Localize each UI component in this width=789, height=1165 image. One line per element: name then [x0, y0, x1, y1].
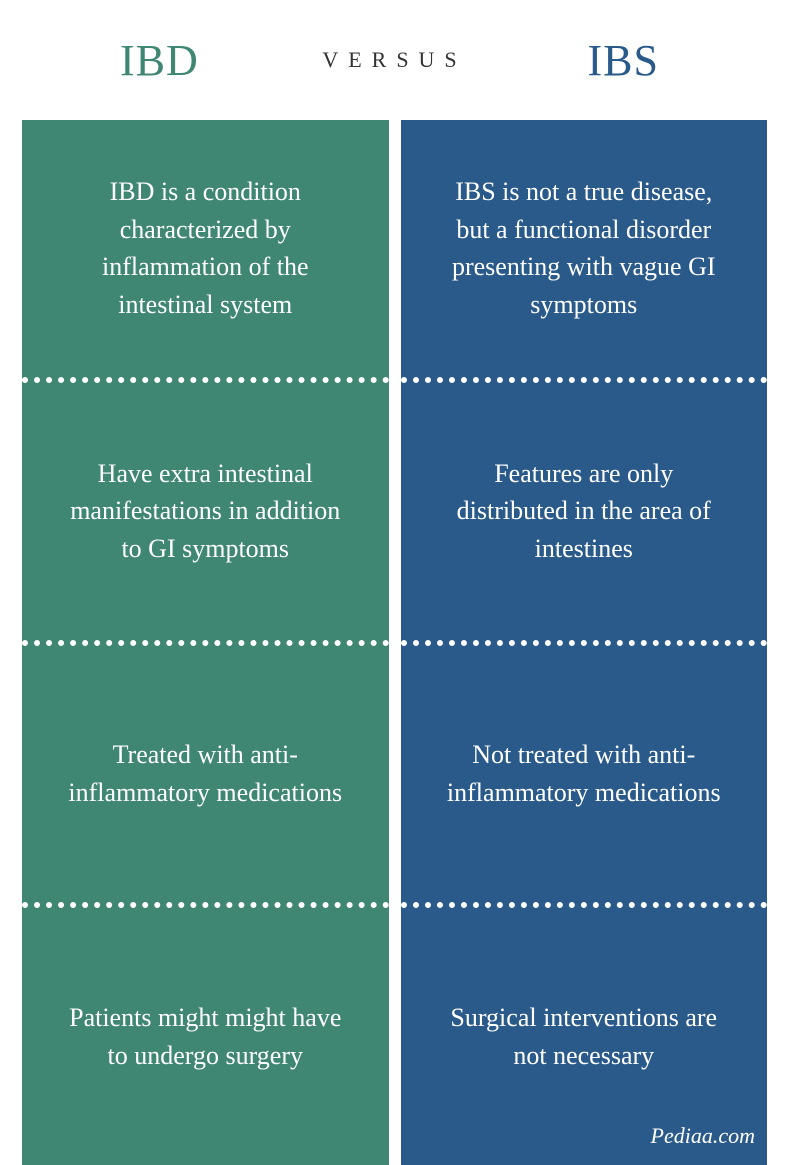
left-cell-4: Patients might might have to undergo sur… [22, 908, 389, 1165]
left-cell-1: IBD is a condition characterized by infl… [22, 120, 389, 377]
left-cell-2: Have extra intestinal manifestations in … [22, 383, 389, 640]
right-cell-2: Features are only distributed in the are… [401, 383, 768, 640]
comparison-columns: IBD is a condition characterized by infl… [0, 120, 789, 1165]
left-column: IBD is a condition characterized by infl… [22, 120, 389, 1165]
left-cell-3: Treated with anti-inflammatory medicatio… [22, 646, 389, 903]
right-column: IBS is not a true disease, but a functio… [401, 120, 768, 1165]
comparison-header: IBD VERSUS IBS [0, 0, 789, 120]
right-cell-3: Not treated with anti-inflammatory medic… [401, 646, 768, 903]
left-title: IBD [120, 35, 199, 86]
attribution-label: Pediaa.com [651, 1123, 755, 1149]
right-cell-1: IBS is not a true disease, but a functio… [401, 120, 768, 377]
versus-label: VERSUS [322, 47, 466, 73]
right-title: IBS [588, 35, 659, 86]
